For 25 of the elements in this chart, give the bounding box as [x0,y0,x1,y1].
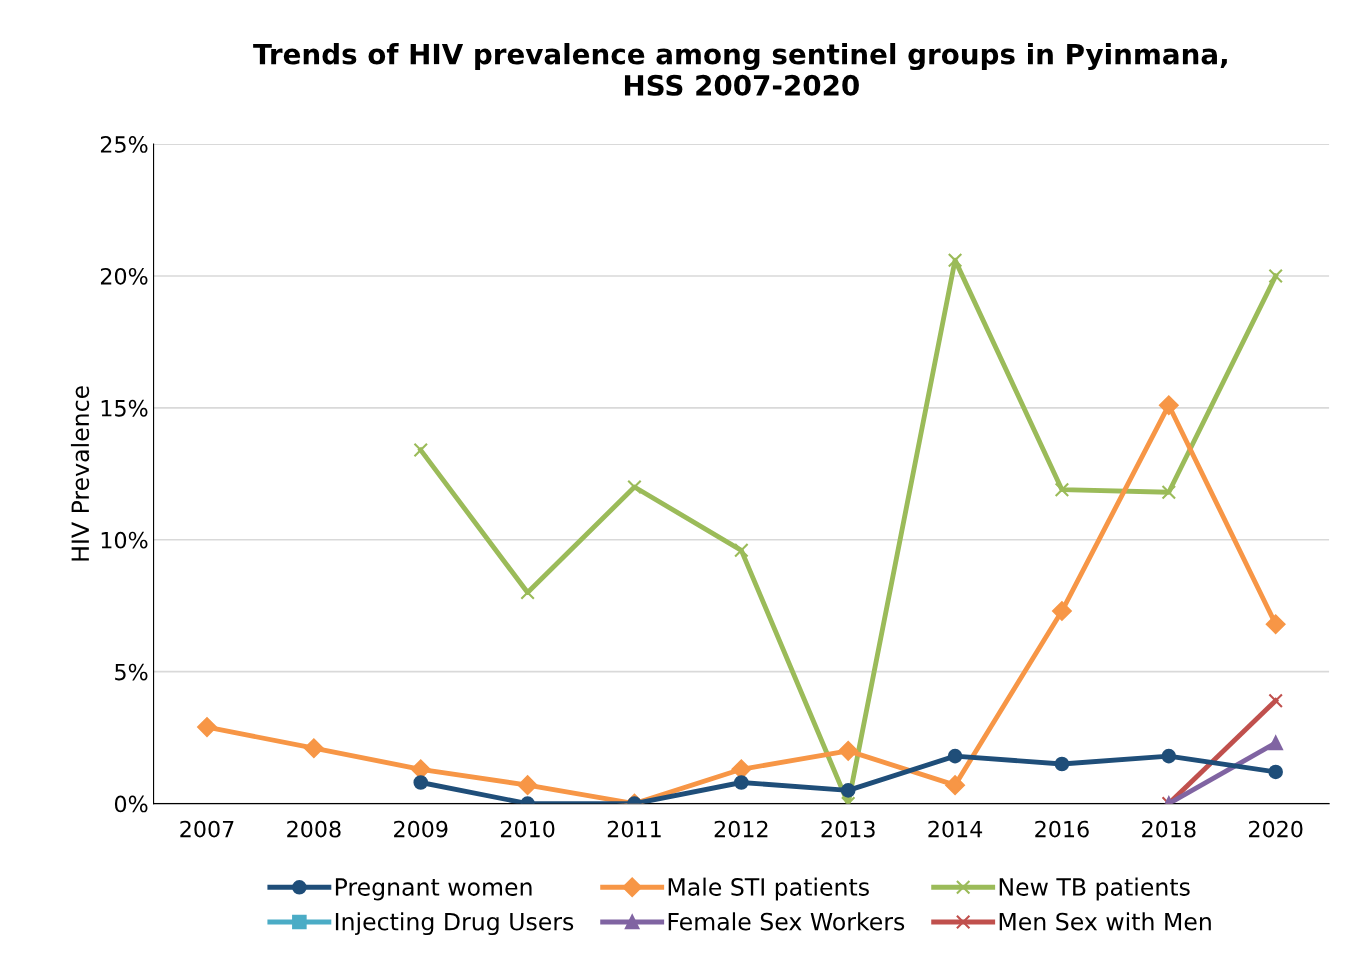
y-axis-title: HIV Prevalence [70,386,90,561]
x-tick-label: 2008 [287,820,341,838]
y-tick-label: 25% [100,136,148,153]
chart-title: Trends of HIV prevalence among sentinel groups in Pyinmana, HSS 2007-2020 [253,43,1227,96]
x-tick-label: 2007 [180,820,234,838]
legend-label: Men Sex with Men [999,912,1211,931]
x-tick-label: 2020 [1249,820,1303,838]
y-tick-label: 0% [114,795,148,813]
x-tick-label: 2013 [821,820,875,838]
x-tick-label: 2016 [1035,820,1089,838]
y-tick-label: 15% [101,399,148,417]
x-tick-label: 2010 [500,820,555,838]
y-tick-label: 20% [100,267,148,285]
legend-label: Injecting Drug Users [335,912,574,936]
x-tick-label: 2012 [714,820,768,838]
y-tick-label: 10% [101,531,148,549]
legend-label: Female Sex Workers [668,912,905,931]
x-tick-label: 2014 [928,820,983,838]
x-tick-label: 2011 [607,820,661,838]
legend-label: Male STI patients [668,877,869,901]
legend-label: Pregnant women [335,878,532,901]
x-tick-label: 2018 [1142,820,1196,838]
x-tick-label: 2009 [394,820,448,838]
legend-label: New TB patients [999,877,1190,901]
y-tick-label: 5% [115,663,148,681]
